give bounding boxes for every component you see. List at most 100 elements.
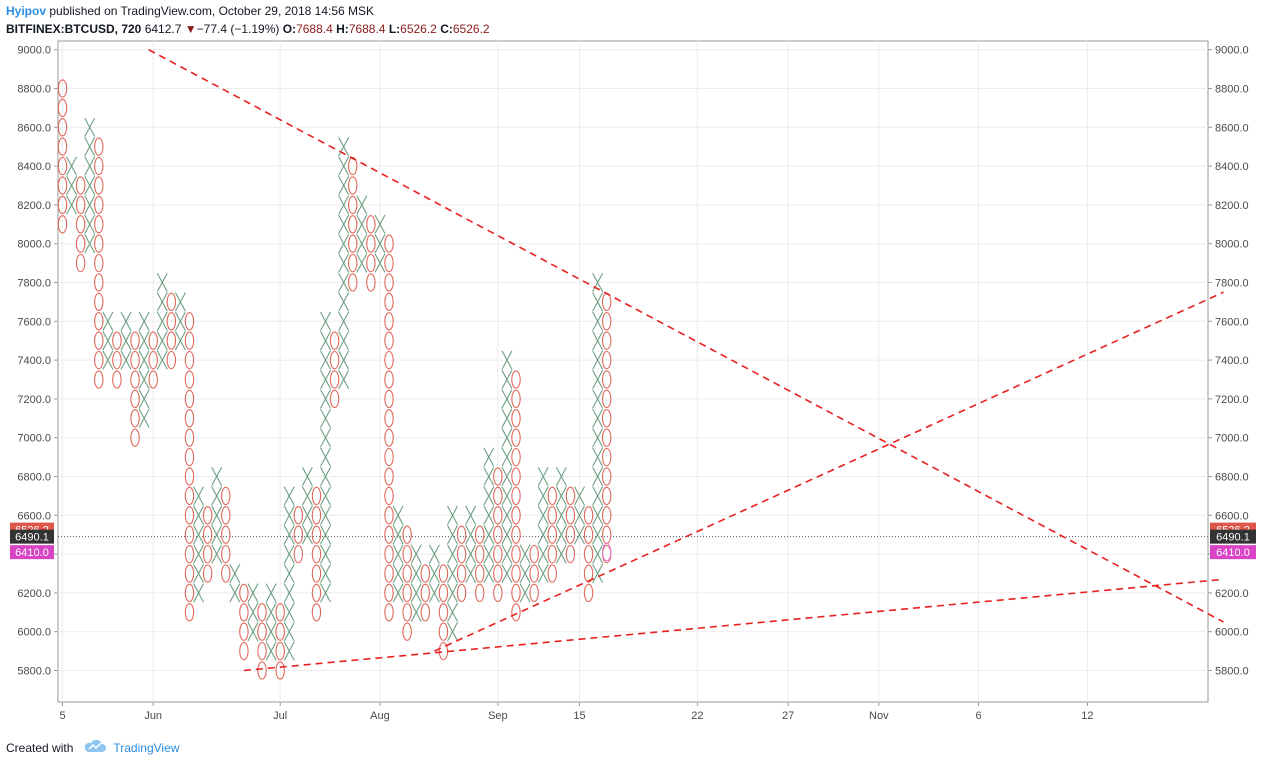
x-box [338, 350, 350, 370]
close-value: 6526.2 [452, 22, 490, 36]
o-box [565, 486, 576, 506]
y-tick-label-right: 9000.0 [1215, 45, 1249, 57]
x-box [338, 272, 350, 293]
o-box [239, 641, 249, 661]
o-box [311, 506, 322, 525]
o-box [184, 312, 195, 331]
o-box [384, 544, 394, 564]
x-box [501, 466, 513, 487]
o-box [547, 564, 558, 583]
o-box [402, 544, 412, 564]
x-box [301, 525, 313, 545]
o-box [166, 350, 177, 370]
x-box [592, 428, 604, 448]
o-box [511, 486, 521, 506]
o-box [384, 447, 394, 467]
x-box [338, 331, 350, 351]
o-box [384, 486, 394, 506]
price-badge-right-label: 6410.0 [1216, 547, 1250, 559]
x-box [447, 602, 458, 622]
x-box [519, 563, 531, 584]
y-tick-label-left: 8400.0 [17, 161, 51, 173]
x-box [447, 563, 458, 584]
o-box [384, 312, 394, 331]
x-box [211, 466, 223, 487]
x-box [519, 583, 531, 603]
x-box [428, 563, 440, 584]
x-box [537, 563, 549, 584]
o-box [384, 350, 394, 370]
o-box [275, 641, 285, 661]
o-box [438, 564, 449, 583]
o-box [493, 544, 503, 564]
x-box [374, 214, 386, 234]
x-box [229, 563, 241, 584]
o-box [493, 583, 503, 603]
x-box [138, 408, 150, 428]
x-box [156, 272, 168, 293]
o-box [366, 273, 376, 292]
o-box [112, 350, 122, 370]
x-box [338, 234, 350, 254]
o-box [166, 292, 177, 312]
x-box [465, 544, 477, 564]
o-box [402, 622, 412, 641]
price-badge-right-label: 6490.1 [1216, 532, 1250, 544]
x-box [338, 175, 350, 196]
o-box [57, 176, 68, 195]
o-box [202, 525, 213, 544]
x-box [356, 214, 368, 234]
y-tick-label-left: 7200.0 [17, 394, 51, 406]
x-box [138, 350, 150, 370]
o-box [384, 370, 394, 389]
o-box [148, 370, 158, 389]
x-box [465, 525, 477, 545]
y-tick-label-right: 7600.0 [1215, 316, 1249, 328]
x-box [483, 563, 495, 584]
x-box [410, 563, 422, 584]
x-box [174, 292, 186, 312]
o-box [474, 525, 485, 544]
tradingview-link[interactable]: TradingView [113, 741, 180, 755]
footer: Created with TradingView [6, 739, 179, 757]
grid-lines [58, 41, 1208, 702]
x-box [374, 234, 386, 254]
o-box [438, 603, 449, 622]
o-box [601, 312, 612, 331]
o-box [511, 447, 521, 467]
o-box [75, 234, 86, 253]
x-box [211, 505, 223, 525]
x-box [156, 292, 168, 312]
x-box [501, 505, 513, 525]
x-box [211, 544, 223, 564]
o-box [384, 331, 394, 350]
x-box [501, 350, 513, 370]
o-box [384, 253, 394, 273]
author-link[interactable]: Hyipov [6, 4, 47, 18]
x-box [537, 486, 549, 506]
x-box [574, 486, 585, 506]
x-box [483, 486, 495, 506]
y-tick-label-right: 7800.0 [1215, 278, 1249, 290]
x-box [501, 486, 513, 506]
o-box [275, 603, 285, 622]
o-box [112, 370, 122, 389]
o-box [184, 506, 195, 525]
x-box [265, 602, 277, 622]
x-box [265, 622, 277, 642]
x-box [338, 156, 350, 176]
x-box [193, 583, 205, 603]
x-box [483, 544, 495, 564]
o-box [456, 525, 467, 544]
x-tick-label: 5 [59, 710, 65, 722]
x-box [320, 505, 332, 525]
x-box [392, 544, 404, 564]
x-box [174, 311, 186, 331]
x-tick-label: 12 [1081, 710, 1093, 722]
pnf-boxes [57, 79, 612, 680]
y-tick-label-right: 6000.0 [1215, 627, 1249, 639]
o-box [94, 176, 104, 195]
o-box [311, 564, 322, 583]
x-tick-label: 27 [782, 710, 794, 722]
